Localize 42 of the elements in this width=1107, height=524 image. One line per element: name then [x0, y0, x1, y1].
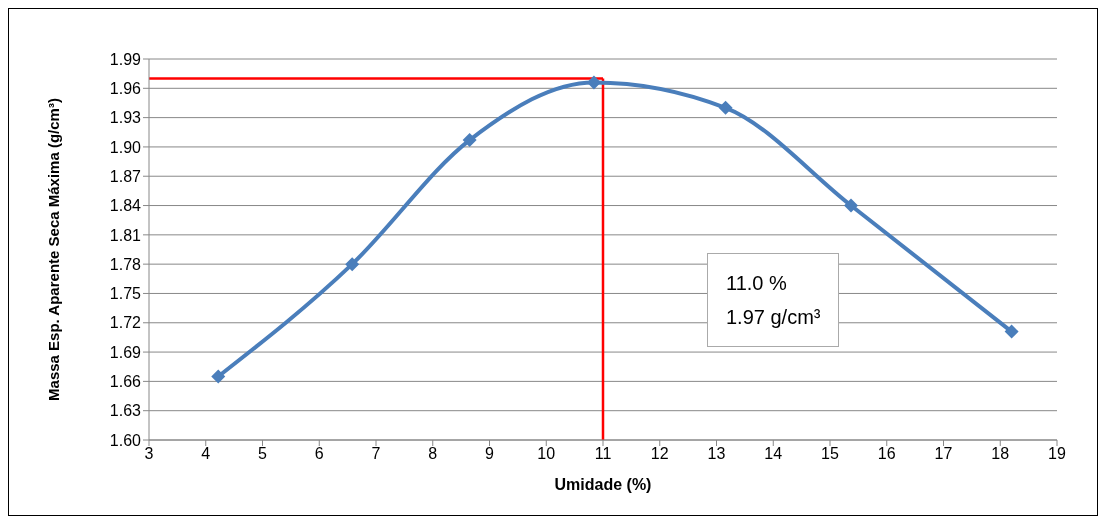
point: [586, 75, 601, 90]
y-axis-title: Massa Esp. Aparente Seca Máxima (g/cm³): [45, 98, 63, 401]
y-tick-label: 1.87: [109, 167, 142, 185]
y-tick-label: 1.75: [109, 285, 142, 303]
y-tick-label: 1.60: [109, 431, 142, 449]
annotation: 11.0 %: [726, 271, 788, 296]
y-tick-label: 1.93: [109, 109, 142, 127]
y-tick-label: 1.78: [109, 255, 142, 273]
x-tick-label: 4: [201, 445, 211, 463]
x-tick-label: 12: [650, 445, 669, 463]
x-tick-label: 10: [537, 445, 556, 463]
point: [1004, 324, 1019, 339]
x-tick-label: 18: [991, 445, 1010, 463]
x-tick-label: 7: [371, 445, 381, 463]
x-tick-label: 6: [314, 445, 324, 463]
point: [462, 133, 477, 148]
y-tick-label: 1.81: [109, 226, 142, 244]
x-tick-label: 8: [428, 445, 438, 463]
y-tick-label: 1.96: [109, 79, 142, 97]
x-tick-label: 16: [877, 445, 896, 463]
y-tick-label: 1.99: [109, 50, 142, 68]
point: [345, 257, 360, 272]
x-tick-label: 9: [485, 445, 495, 463]
y-tick-label: 1.66: [109, 373, 142, 391]
x-tick-label: 19: [1048, 445, 1066, 463]
x-tick-label: 14: [764, 445, 783, 463]
x-tick-label: 11: [594, 445, 612, 463]
y-tick-label: 1.84: [109, 197, 142, 215]
x-axis-title: Umidade (%): [554, 476, 652, 493]
point: [844, 198, 858, 213]
point: [211, 369, 226, 384]
x-tick-label: 13: [707, 445, 726, 463]
y-tick-label: 1.90: [109, 138, 142, 156]
y-tick-label: 1.69: [109, 343, 142, 361]
y-tick-label: 1.63: [109, 402, 142, 420]
point: [718, 100, 733, 115]
x-tick-label: 5: [258, 445, 268, 463]
x-tick-label: 3: [144, 445, 154, 463]
x-tick-label: 15: [821, 445, 839, 463]
annotation: 1.97 g/cm³: [726, 305, 821, 330]
x-tick-label: 17: [934, 445, 953, 463]
y-tick-label: 1.72: [109, 314, 142, 332]
